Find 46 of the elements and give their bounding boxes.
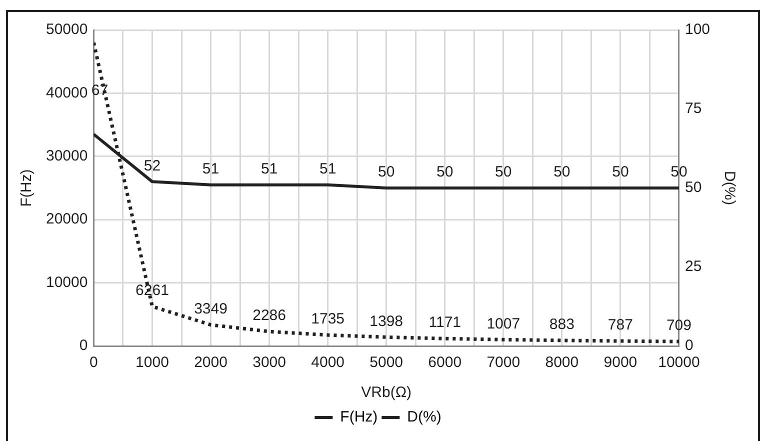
x-tick-label: 9000 <box>604 354 638 372</box>
x-tick-label: 4000 <box>311 354 345 372</box>
x-tick-label: 8000 <box>545 354 579 372</box>
y-tick-label: 20000 <box>46 210 88 228</box>
data-label: 50 <box>554 164 570 181</box>
y-tick-label: 50000 <box>46 21 88 38</box>
data-label: 2286 <box>252 307 286 324</box>
x-axis-title: VRb(Ω) <box>361 384 412 402</box>
x-tick-label: 6000 <box>428 354 462 372</box>
y-tick-label: 40000 <box>46 84 88 102</box>
data-label: 51 <box>319 160 336 178</box>
data-label: 1398 <box>370 312 404 330</box>
data-label: 3349 <box>194 300 228 318</box>
x-tick-label: 7000 <box>486 354 520 372</box>
data-label: 52 <box>144 157 161 174</box>
data-label: 50 <box>436 164 454 181</box>
y-tick-label: 30000 <box>46 148 88 165</box>
y2-tick-label: 100 <box>684 21 710 38</box>
legend-label: D(%) <box>407 408 442 426</box>
y-axis-title: F(Hz) <box>18 169 36 207</box>
y-tick-label: 0 <box>79 337 88 354</box>
y2-axis-title: D(%) <box>720 170 738 206</box>
y2-tick-label: 25 <box>684 258 702 276</box>
x-tick-label: 10000 <box>658 354 700 372</box>
data-label: 6261 <box>136 282 169 300</box>
y-tick-label: 10000 <box>46 274 88 291</box>
data-label: 1171 <box>428 314 461 332</box>
data-label: 50 <box>612 164 629 181</box>
data-label: 51 <box>202 160 220 178</box>
y2-tick-label: 0 <box>684 337 694 354</box>
data-label: 50 <box>495 164 512 181</box>
data-label: 1735 <box>311 310 345 328</box>
legend-label: F(Hz) <box>340 408 378 426</box>
data-label: 787 <box>608 316 633 334</box>
x-tick-label: 3000 <box>252 354 286 372</box>
data-label: 50 <box>378 164 395 181</box>
y2-tick-label: 50 <box>684 179 702 196</box>
x-tick-label: 1000 <box>136 354 169 372</box>
data-label: 709 <box>666 317 692 334</box>
x-tick-label: 5000 <box>370 354 404 372</box>
y2-tick-label: 75 <box>684 100 702 118</box>
data-label: 1007 <box>486 315 520 332</box>
data-label: 51 <box>260 160 278 178</box>
data-label: 50 <box>670 164 688 181</box>
x-tick-label: 2000 <box>194 354 228 372</box>
data-label: 883 <box>549 316 574 334</box>
